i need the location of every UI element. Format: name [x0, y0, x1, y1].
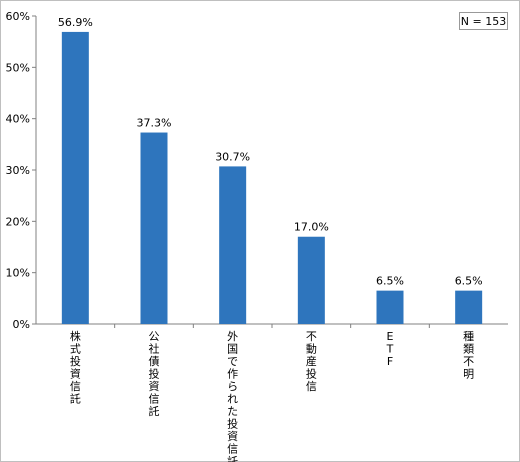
category-labels: 株式投資信託 公社債投資信託 外国で作られた投資信託 不動産投信 E T F 種類不明	[70, 329, 474, 462]
bar	[455, 290, 483, 324]
category-label: 株式投資信託	[70, 329, 81, 406]
data-label: 37.3%	[137, 117, 172, 130]
data-label: 56.9%	[58, 16, 93, 29]
y-tick-label: 40%	[6, 113, 30, 126]
sample-size-annotation: N = 153	[459, 12, 508, 30]
bar	[61, 31, 89, 325]
y-tick-label: 30%	[6, 164, 30, 177]
data-labels: 56.9% 37.3% 30.7% 17.0% 6.5% 6.5%	[58, 16, 483, 288]
y-tick-label: 10%	[6, 267, 30, 280]
y-tick-label: 60%	[6, 10, 30, 23]
y-axis: 0% 10% 20% 30% 40% 50% 60%	[6, 10, 508, 331]
y-tick-label: 0%	[13, 318, 30, 331]
bar	[140, 132, 168, 324]
y-tick-label: 20%	[6, 215, 30, 228]
category-label: 種類不明	[463, 329, 474, 381]
category-label: 外国で作られた投資信託	[227, 330, 238, 462]
data-label: 6.5%	[455, 275, 483, 288]
bar	[297, 236, 325, 324]
category-label: 不動産投信	[306, 330, 317, 393]
bar	[219, 166, 247, 324]
data-label: 17.0%	[294, 221, 329, 234]
data-label: 30.7%	[215, 150, 250, 163]
category-label: 公社債投資信託	[149, 330, 160, 418]
data-label: 6.5%	[376, 275, 404, 288]
bars	[61, 31, 483, 325]
bar	[376, 290, 404, 324]
y-tick-label: 50%	[6, 61, 30, 74]
